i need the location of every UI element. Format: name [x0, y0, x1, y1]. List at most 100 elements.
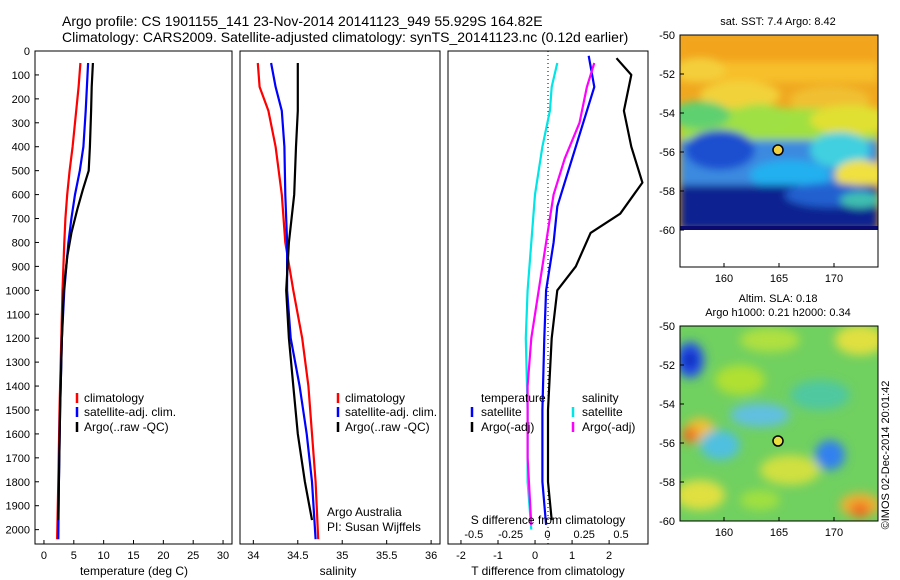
series-line-temperature-satellite [541, 55, 596, 525]
map-y-tick-label: -54 [659, 399, 675, 411]
legend-salinity-heading: salinity [582, 391, 619, 405]
legend-sal-argo-label: Argo(-adj) [582, 420, 635, 434]
argo-location-marker [772, 435, 784, 447]
y-tick-label: 1800 [6, 477, 30, 489]
x-tick-label: 15 [127, 550, 139, 562]
map-y-tick-label: -56 [659, 438, 675, 450]
y-tick-label: 1200 [6, 333, 30, 345]
y-tick-label: 300 [12, 118, 30, 130]
x-tick-label: 34.5 [287, 550, 308, 562]
map-x-tick-label: 170 [825, 527, 843, 539]
salinity-panel: 34 34.5 35 35.5 36 salinity climatology sate… [239, 50, 441, 578]
legend-sal-satellite-label: satellite [582, 405, 623, 419]
y-tick-label: 600 [12, 190, 30, 202]
y-tick-label: 500 [12, 166, 30, 178]
map-x-tick-label: 160 [715, 527, 733, 539]
x-tick-label: 1 [569, 550, 575, 562]
series-line-climatology [256, 62, 320, 540]
y-tick-label: 1500 [6, 405, 30, 417]
argo-location-marker [772, 144, 784, 156]
y-tick-label: 1700 [6, 453, 30, 465]
sla-map-panel: Altim. SLA: 0.18 Argo h1000: 0.21 h2000:… [659, 293, 879, 539]
map-y-tick-label: -52 [659, 69, 675, 81]
salinity-axes-frame [239, 50, 441, 545]
x2-tick-label: 0 [544, 529, 550, 541]
x-tick-label: 30 [217, 550, 229, 562]
x-tick-label: 5 [71, 550, 77, 562]
series-line-satellite-adj-clim- [270, 62, 317, 540]
sst-map-image [680, 35, 878, 230]
map-y-tick-label: -60 [659, 516, 675, 528]
x-tick-label: 35.5 [376, 550, 397, 562]
y-tick-label: 800 [12, 237, 30, 249]
map-x-tick-label: 160 [715, 273, 733, 285]
x-tick-label: 35 [336, 550, 348, 562]
y-tick-label: 1100 [6, 309, 30, 321]
legend-climatology-label: climatology [84, 391, 144, 405]
y-tick-label: 400 [12, 142, 30, 154]
argo-australia-label: Argo Australia [327, 505, 402, 519]
legend-temp-satellite-label: satellite [481, 405, 522, 419]
y-tick-label: 1900 [6, 501, 30, 513]
legend-temp-argo-label: Argo(-adj) [481, 420, 534, 434]
y-tick-label: 2000 [6, 525, 30, 537]
x-tick-label: 2 [606, 550, 612, 562]
x-tick-label: 0 [41, 550, 47, 562]
sla-map-title: Altim. SLA: 0.18 [739, 293, 818, 305]
temperature-panel: 0100200300400500600700800900100011001200… [6, 46, 233, 578]
legend-satellite-label: satellite-adj. clim. [345, 405, 437, 419]
temperature-x-label: temperature (deg C) [80, 564, 188, 578]
series-line-salinity-argo-adj- [526, 62, 596, 525]
sla-map-image [680, 326, 878, 521]
map-y-tick-label: -58 [659, 186, 675, 198]
salinity-legend: climatology satellite-adj. clim. Argo(..… [336, 391, 437, 434]
x-tick-label: 36 [425, 550, 437, 562]
legend-argo-label: Argo(..raw -QC) [345, 420, 430, 434]
difference-panel: -2 -1 0 1 2 -0.5 -0.25 0 0.25 0.5 S difference f… [447, 50, 649, 578]
series-line-climatology [56, 62, 82, 540]
map-x-tick-label: 165 [770, 273, 788, 285]
y-tick-label: 1400 [6, 381, 30, 393]
map-y-tick-label: -58 [659, 477, 675, 489]
y-tick-label: 0 [24, 46, 30, 58]
map-y-tick-label: -52 [659, 360, 675, 372]
x-tick-label: 10 [98, 550, 110, 562]
x-tick-label: -2 [456, 550, 466, 562]
map-y-tick-label: -56 [659, 147, 675, 159]
map-x-tick-label: 170 [825, 273, 843, 285]
y-tick-label: 100 [12, 70, 30, 82]
legend-climatology-label: climatology [345, 391, 405, 405]
t-difference-label: T difference from climatology [471, 564, 625, 578]
y-tick-label: 200 [12, 94, 30, 106]
sla-map-subtitle: Argo h1000: 0.21 h2000: 0.34 [705, 307, 851, 319]
x-tick-label: 34 [247, 550, 259, 562]
title-line-2: Climatology: CARS2009. Satellite-adjuste… [62, 29, 628, 45]
difference-legend: temperature satellite Argo(-adj) salinit… [470, 391, 635, 434]
sst-map-title: sat. SST: 7.4 Argo: 8.42 [720, 16, 836, 28]
x2-tick-label: 0.25 [573, 529, 594, 541]
x-tick-label: -1 [493, 550, 503, 562]
y-tick-label: 1300 [6, 357, 30, 369]
y-tick-label: 1000 [6, 285, 30, 297]
sst-map-panel: sat. SST: 7.4 Argo: 8.42 [659, 16, 879, 285]
map-y-tick-label: -54 [659, 108, 675, 120]
y-tick-label: 700 [12, 214, 30, 226]
series-line-argo-raw-qc- [285, 63, 314, 521]
x2-tick-label: 0.5 [613, 529, 628, 541]
map-y-tick-label: -50 [659, 30, 675, 42]
title-line-1: Argo profile: CS 1901155_141 23-Nov-2014… [62, 13, 543, 29]
legend-satellite-label: satellite-adj. clim. [84, 405, 176, 419]
temperature-legend: climatology satellite-adj. clim. Argo(..… [75, 391, 176, 434]
legend-temperature-heading: temperature [481, 391, 546, 405]
series-line-argo-raw-qc- [57, 62, 94, 521]
map-x-tick-label: 165 [770, 527, 788, 539]
s-difference-label: S difference from climatology [471, 513, 626, 527]
y-tick-label: 900 [12, 261, 30, 273]
x-tick-label: 20 [157, 550, 169, 562]
x2-tick-label: -0.5 [464, 529, 483, 541]
map-y-tick-label: -60 [659, 225, 675, 237]
x-tick-label: 25 [187, 550, 199, 562]
map-y-tick-label: -50 [659, 321, 675, 333]
series-line-temperature-argo-adj- [546, 57, 644, 521]
